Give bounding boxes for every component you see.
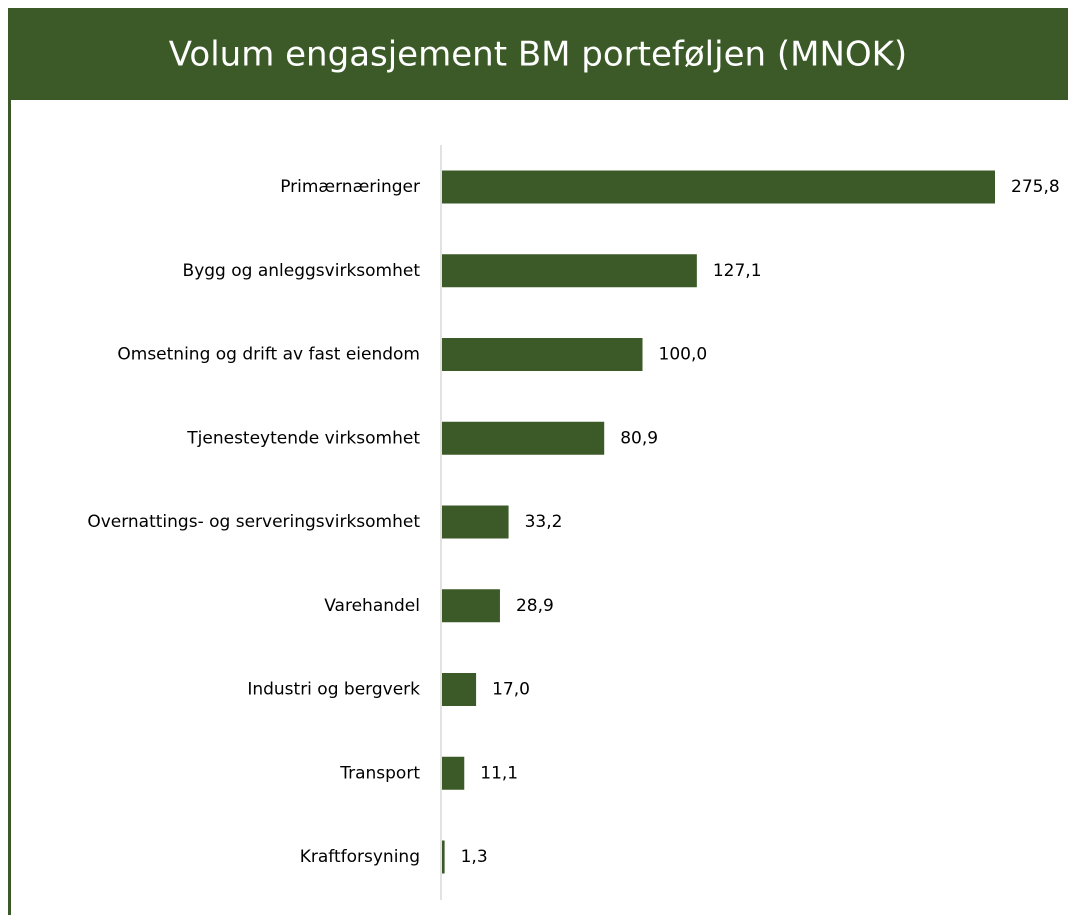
value-label: 80,9 (620, 428, 658, 448)
bar (442, 421, 605, 455)
category-label: Industri og bergverk (247, 680, 420, 700)
bar (442, 254, 697, 288)
category-label: Tjenesteytende virksomhet (186, 428, 420, 448)
value-label: 1,3 (461, 847, 488, 867)
category-label: Overnattings- og serveringsvirksomhet (87, 512, 420, 532)
category-label: Varehandel (324, 596, 420, 616)
category-label: Bygg og anleggsvirksomhet (183, 261, 421, 281)
bar (442, 589, 500, 623)
title-bar (8, 8, 1068, 100)
bar (442, 840, 445, 874)
category-label: Omsetning og drift av fast eiendom (117, 345, 420, 365)
bar (442, 170, 995, 204)
bar (442, 756, 465, 790)
value-label: 275,8 (1011, 177, 1060, 197)
value-label: 33,2 (525, 512, 563, 532)
left-border (8, 100, 11, 915)
category-label: Kraftforsyning (300, 847, 420, 867)
category-label: Primærnæringer (280, 177, 420, 197)
category-label: Transport (339, 763, 420, 783)
value-label: 100,0 (659, 345, 708, 365)
bar (442, 673, 477, 706)
bar (442, 338, 643, 371)
bar (442, 505, 509, 539)
value-label: 28,9 (516, 596, 554, 616)
value-label: 127,1 (713, 261, 762, 281)
value-label: 11,1 (480, 763, 518, 783)
value-label: 17,0 (492, 680, 530, 700)
chart-title: Volum engasjement BM porteføljen (MNOK) (169, 35, 907, 75)
